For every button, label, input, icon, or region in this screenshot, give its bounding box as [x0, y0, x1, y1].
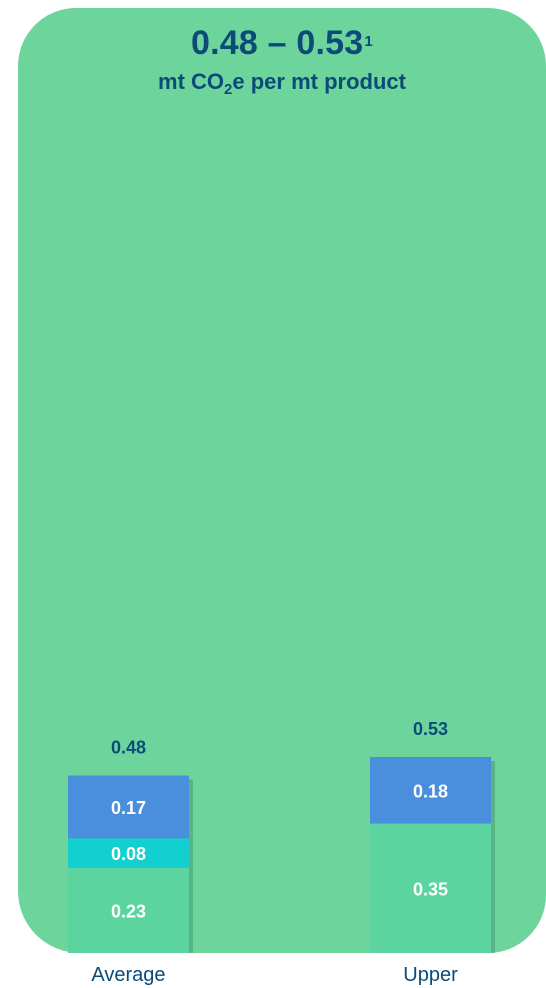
chart-title-footnote: 1 — [364, 33, 373, 50]
bar-segment — [370, 823, 491, 953]
total-value-label: 0.48 — [111, 737, 146, 757]
segment-value-label: 0.08 — [111, 844, 146, 864]
segment-value-label: 0.17 — [111, 798, 146, 818]
bar-segment — [68, 775, 189, 839]
unit-suffix: e per mt product — [232, 69, 406, 94]
bar-segment — [370, 757, 491, 824]
chart-title-range: 0.48 – 0.53 — [191, 24, 364, 62]
total-value-label: 0.53 — [413, 719, 448, 739]
segment-value-label: 0.18 — [413, 781, 448, 801]
segment-value-label: 0.35 — [413, 879, 448, 899]
bar-segment — [68, 838, 189, 868]
segment-value-label: 0.23 — [111, 901, 146, 921]
bar-segment — [68, 867, 189, 953]
unit-prefix: mt CO — [158, 69, 225, 94]
unit-subscript: 2 — [224, 81, 233, 98]
chart-subtitle: mt CO2e per mt product — [18, 69, 546, 98]
chart-title: 0.48 – 0.531 — [18, 26, 546, 67]
x-tick-label: Average — [91, 964, 165, 986]
x-tick-label: Upper — [403, 964, 458, 986]
